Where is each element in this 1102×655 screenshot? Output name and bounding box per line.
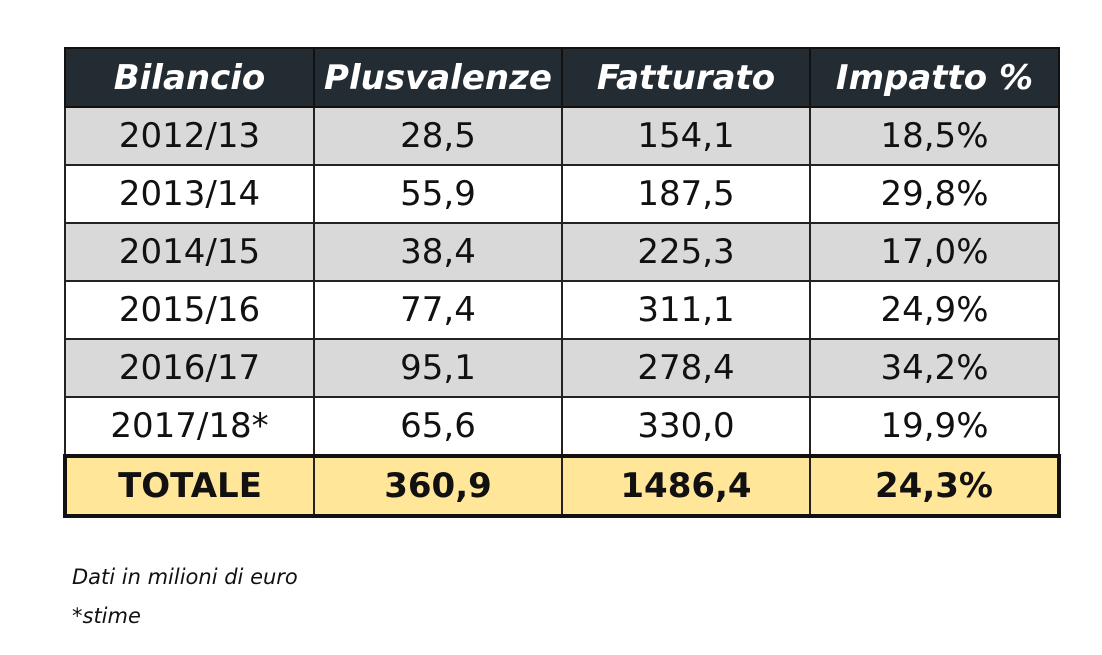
table-cell: 225,3 — [561, 222, 811, 282]
table-cell: 2015/16 — [64, 280, 315, 340]
data-table: Bilancio Plusvalenze Fatturato Impatto % 20… — [63, 47, 1061, 518]
total-cell: 360,9 — [313, 454, 563, 518]
total-cell: 24,3% — [809, 454, 1061, 518]
table-row: 2013/14 55,9 187,5 29,8% — [64, 164, 1060, 224]
table-row: 2015/16 77,4 311,1 24,9% — [64, 280, 1060, 340]
table-cell: 19,9% — [809, 396, 1060, 457]
table-cell: 29,8% — [809, 164, 1060, 224]
table-cell: 330,0 — [561, 396, 811, 457]
table-cell: 24,9% — [809, 280, 1060, 340]
table-row: 2017/18* 65,6 330,0 19,9% — [64, 396, 1060, 457]
table-cell: 95,1 — [313, 338, 563, 398]
table-cell: 28,5 — [313, 106, 563, 166]
table-cell: 154,1 — [561, 106, 811, 166]
table-cell: 77,4 — [313, 280, 563, 340]
table-cell: 18,5% — [809, 106, 1060, 166]
header-cell: Impatto % — [809, 47, 1060, 108]
header-cell: Bilancio — [64, 47, 315, 108]
table-cell: 311,1 — [561, 280, 811, 340]
total-cell: TOTALE — [63, 454, 315, 518]
table-cell: 2013/14 — [64, 164, 315, 224]
table-cell: 38,4 — [313, 222, 563, 282]
table-cell: 34,2% — [809, 338, 1060, 398]
table-cell: 17,0% — [809, 222, 1060, 282]
total-cell: 1486,4 — [561, 454, 811, 518]
header-cell: Fatturato — [561, 47, 811, 108]
table-cell: 2017/18* — [64, 396, 315, 457]
table-cell: 65,6 — [313, 396, 563, 457]
table-cell: 2014/15 — [64, 222, 315, 282]
header-cell: Plusvalenze — [313, 47, 563, 108]
note: Dati in milioni di euro — [72, 565, 298, 589]
total-row: TOTALE 360,9 1486,4 24,3% — [63, 454, 1061, 518]
table-row: 2012/13 28,5 154,1 18,5% — [64, 106, 1060, 166]
note: *stime — [72, 604, 141, 628]
table-cell: 278,4 — [561, 338, 811, 398]
table-row: 2014/15 38,4 225,3 17,0% — [64, 222, 1060, 282]
table-cell: 187,5 — [561, 164, 811, 224]
table-cell: 55,9 — [313, 164, 563, 224]
table-cell: 2012/13 — [64, 106, 315, 166]
table-row: 2016/17 95,1 278,4 34,2% — [64, 338, 1060, 398]
table-cell: 2016/17 — [64, 338, 315, 398]
header-row: Bilancio Plusvalenze Fatturato Impatto % — [64, 47, 1060, 108]
